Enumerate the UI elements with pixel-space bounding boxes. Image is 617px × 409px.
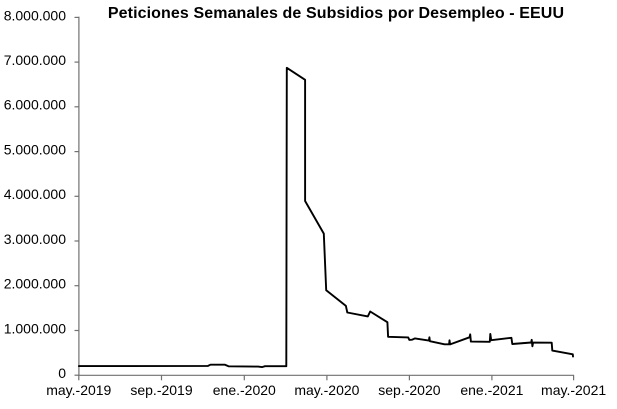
svg-text:0: 0 bbox=[58, 365, 66, 381]
svg-text:may.-2020: may.-2020 bbox=[294, 382, 359, 398]
svg-text:Peticiones Semanales de Subsid: Peticiones Semanales de Subsidios por De… bbox=[108, 5, 564, 22]
svg-text:8.000.000: 8.000.000 bbox=[4, 7, 66, 23]
svg-text:5.000.000: 5.000.000 bbox=[4, 142, 66, 158]
svg-text:sep.-2020: sep.-2020 bbox=[378, 382, 440, 398]
svg-text:4.000.000: 4.000.000 bbox=[4, 186, 66, 202]
svg-text:sep.-2019: sep.-2019 bbox=[130, 382, 192, 398]
svg-text:3.000.000: 3.000.000 bbox=[4, 231, 66, 247]
svg-text:2.000.000: 2.000.000 bbox=[4, 276, 66, 292]
svg-text:may.-2021: may.-2021 bbox=[541, 382, 606, 398]
svg-text:6.000.000: 6.000.000 bbox=[4, 97, 66, 113]
svg-text:7.000.000: 7.000.000 bbox=[4, 52, 66, 68]
svg-text:1.000.000: 1.000.000 bbox=[4, 320, 66, 336]
svg-text:may.-2019: may.-2019 bbox=[46, 382, 111, 398]
svg-text:ene.-2020: ene.-2020 bbox=[213, 382, 276, 398]
svg-text:ene.-2021: ene.-2021 bbox=[460, 382, 523, 398]
